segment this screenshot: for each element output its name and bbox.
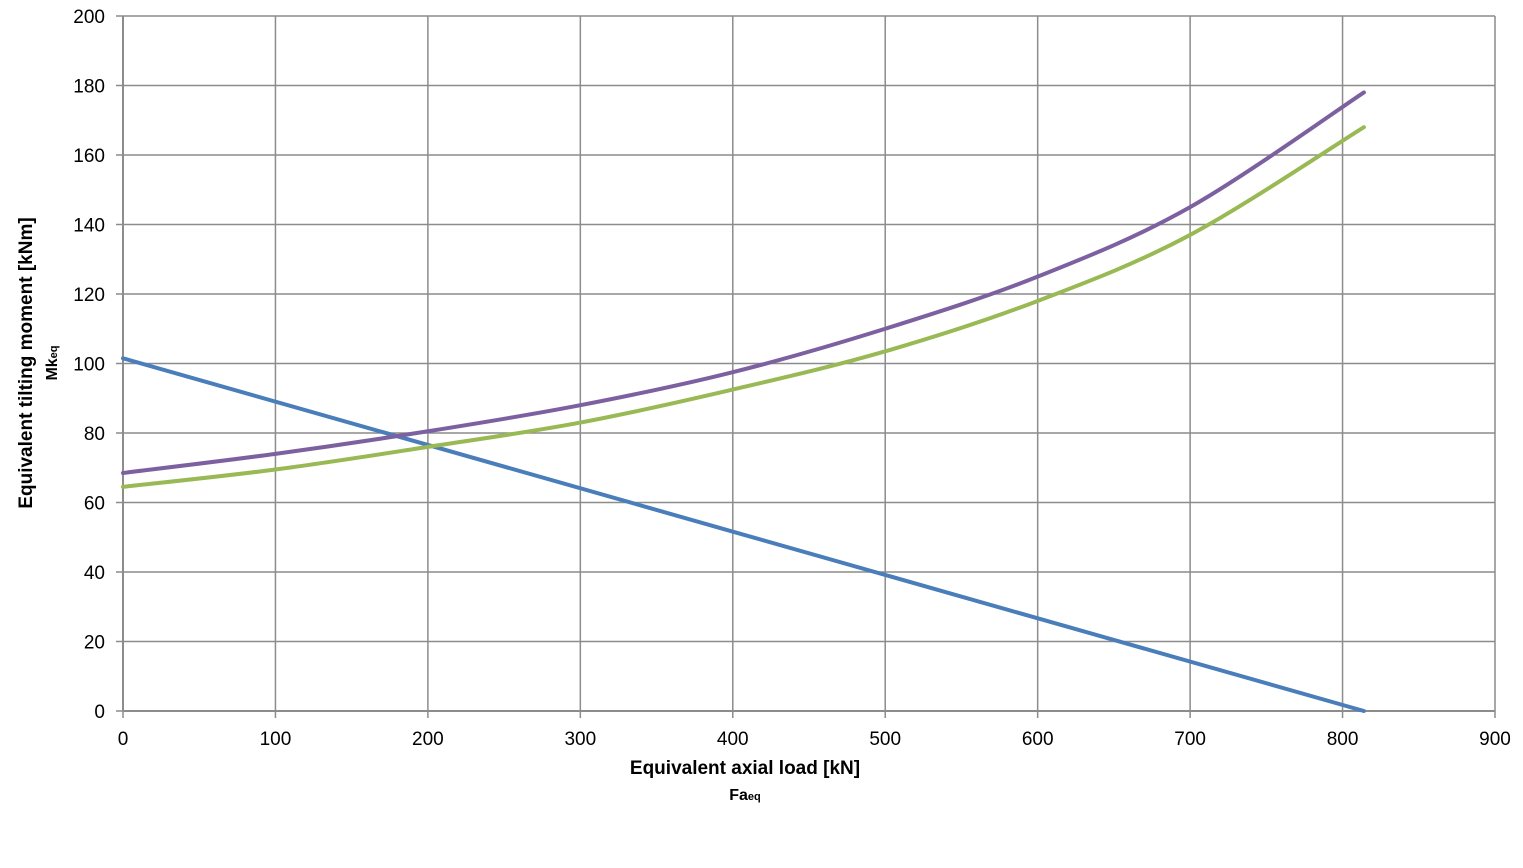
x-axis-symbol: Faeq [729,787,761,804]
x-tick-label: 100 [260,729,292,750]
y-tick-label: 160 [73,146,105,167]
series-lines [121,90,1366,713]
series-line-blue [121,356,1366,713]
y-tick-label: 80 [84,424,105,445]
y-tick-label: 20 [84,633,105,654]
y-tick-label: 140 [73,216,105,237]
x-tick-label: 600 [1022,729,1054,750]
x-tick-label: 700 [1174,729,1206,750]
y-tick-label: 200 [73,7,105,28]
y-axis-symbol: Mkeq [44,345,61,380]
x-tick-label: 0 [118,729,129,750]
series-line-green [121,125,1366,489]
x-tick-label: 500 [869,729,901,750]
x-tick-label: 900 [1479,729,1511,750]
x-tick-label: 400 [717,729,749,750]
y-axis-title: Equivalent tilting moment [kNm] [16,217,37,508]
y-tick-label: 40 [84,563,105,584]
y-tick-label: 120 [73,285,105,306]
y-tick-label: 60 [84,494,105,515]
y-tick-label: 180 [73,77,105,98]
x-axis-title: Equivalent axial load [kN] [630,758,860,779]
x-tick-label: 300 [564,729,596,750]
y-tick-label: 100 [73,355,105,376]
y-tick-label: 0 [94,702,105,723]
x-tick-label: 800 [1327,729,1359,750]
tick-labels: 0 20 40 60 80 100 120 140 160 180 200 0 100 200 300 400… [73,7,1511,750]
grid [116,15,1496,718]
x-tick-label: 200 [412,729,444,750]
series-line-purple [121,90,1366,475]
